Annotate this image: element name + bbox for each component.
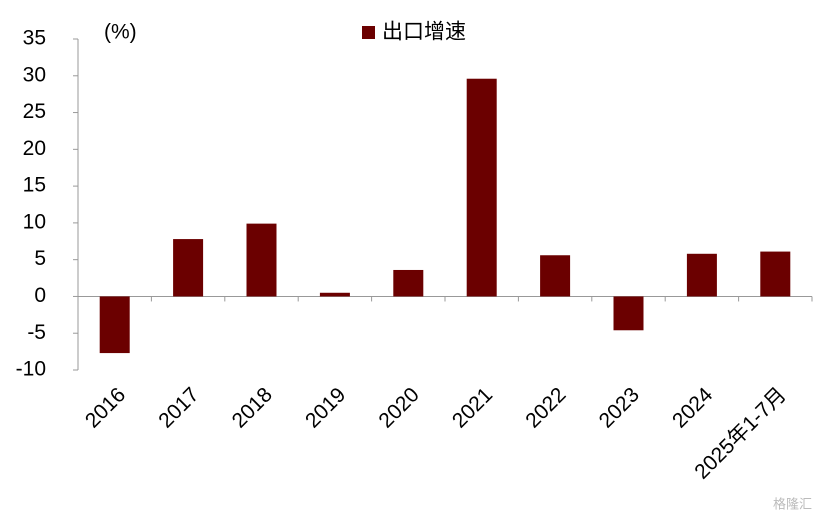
y-tick-label: 25 [23, 100, 46, 123]
x-tick-label: 2021 [448, 383, 497, 432]
x-tick-label: 2016 [81, 383, 130, 432]
y-tick-label: 0 [34, 284, 46, 307]
bar [686, 253, 717, 297]
y-tick-label: 35 [23, 27, 46, 50]
y-tick-label: 5 [34, 247, 46, 270]
watermark: 格隆汇 [773, 496, 812, 511]
y-tick-label: 15 [23, 174, 46, 197]
y-tick-label: 30 [23, 63, 46, 86]
x-tick-label: 2023 [595, 383, 644, 432]
y-tick-label: 20 [23, 137, 46, 160]
bar [99, 296, 130, 354]
x-tick-label: 2019 [301, 383, 350, 432]
bar [246, 223, 277, 297]
legend-swatch [362, 26, 375, 39]
bar [540, 255, 571, 297]
y-axis-unit: (%) [104, 21, 137, 44]
bar [319, 292, 350, 297]
legend-label: 出口增速 [382, 21, 466, 44]
bar [393, 269, 424, 297]
bar [466, 78, 497, 297]
x-tick-label: 2020 [374, 383, 423, 432]
bar [613, 296, 644, 331]
x-tick-label: 2024 [668, 383, 718, 433]
y-tick-label: -10 [16, 358, 46, 381]
x-tick-label: 2022 [521, 383, 570, 432]
y-tick-label: -5 [27, 321, 46, 344]
bar [760, 251, 791, 297]
y-tick-label: 10 [23, 210, 46, 233]
bar [173, 239, 204, 297]
x-tick-label: 2018 [228, 383, 277, 432]
x-tick-label: 2017 [154, 383, 203, 432]
